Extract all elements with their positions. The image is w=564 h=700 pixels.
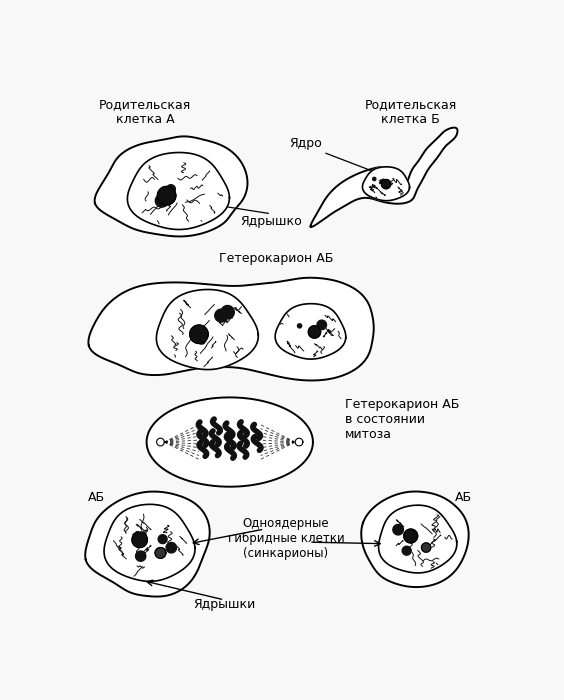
Polygon shape (311, 127, 457, 227)
Polygon shape (157, 438, 164, 446)
Polygon shape (158, 535, 167, 544)
Text: Гетерокарион АБ
в состоянии
митоза: Гетерокарион АБ в состоянии митоза (345, 398, 460, 441)
Polygon shape (89, 278, 374, 381)
Polygon shape (373, 177, 376, 181)
Polygon shape (190, 325, 208, 344)
Polygon shape (132, 532, 147, 547)
Polygon shape (378, 505, 457, 573)
Polygon shape (156, 290, 258, 370)
Polygon shape (404, 529, 417, 543)
Text: Ядрышко: Ядрышко (240, 215, 301, 228)
Text: Гетерокарион АБ: Гетерокарион АБ (219, 252, 333, 265)
Polygon shape (155, 195, 168, 207)
Polygon shape (295, 438, 303, 446)
Polygon shape (393, 524, 403, 535)
Polygon shape (197, 336, 206, 344)
Text: АБ: АБ (88, 491, 105, 503)
Polygon shape (135, 551, 146, 561)
Polygon shape (147, 398, 313, 486)
Polygon shape (166, 185, 175, 194)
Polygon shape (166, 542, 177, 553)
Polygon shape (363, 167, 409, 201)
Polygon shape (381, 179, 386, 184)
Polygon shape (127, 153, 230, 230)
Polygon shape (104, 504, 195, 582)
Text: Родительская
клетка Б: Родительская клетка Б (364, 98, 457, 126)
Polygon shape (361, 491, 469, 587)
Text: Ядро: Ядро (289, 137, 322, 150)
Polygon shape (221, 305, 234, 319)
Text: Родительская
клетка А: Родительская клетка А (99, 98, 191, 126)
Polygon shape (157, 186, 176, 205)
Polygon shape (159, 194, 169, 203)
Polygon shape (381, 179, 391, 189)
Polygon shape (421, 543, 431, 552)
Polygon shape (402, 546, 411, 555)
Polygon shape (297, 323, 302, 328)
Polygon shape (215, 309, 228, 322)
Text: Одноядерные
гибридные клетки
(синкарионы): Одноядерные гибридные клетки (синкарионы… (228, 517, 345, 560)
Polygon shape (155, 547, 166, 559)
Polygon shape (309, 326, 320, 338)
Polygon shape (275, 304, 346, 359)
Polygon shape (95, 136, 248, 237)
Text: АБ: АБ (455, 491, 472, 503)
Polygon shape (408, 534, 414, 540)
Text: Ядрышки: Ядрышки (193, 598, 255, 611)
Polygon shape (85, 491, 210, 596)
Polygon shape (317, 320, 327, 330)
